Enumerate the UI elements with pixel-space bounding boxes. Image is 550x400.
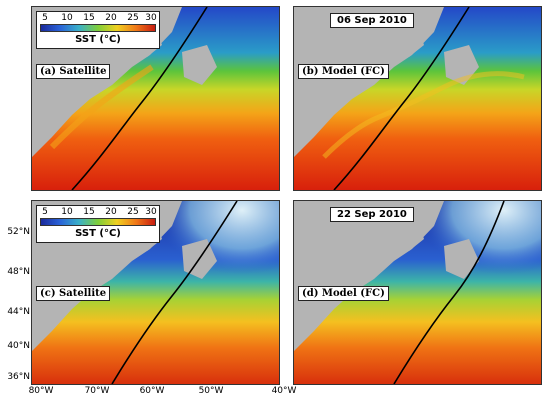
colorbar: 5 10 15 20 25 30 SST (°C) (36, 11, 160, 49)
track-line (333, 7, 470, 190)
lon-label: 40°W (271, 386, 297, 396)
tick: 10 (61, 13, 73, 23)
track-line (71, 7, 208, 190)
lat-label: 40°N (7, 341, 30, 351)
lat-label: 48°N (7, 267, 30, 277)
land-newfoundland (182, 45, 217, 85)
sst-map-b (294, 7, 541, 190)
tick: 20 (105, 207, 117, 217)
panel-label: (b) Model (FC) (298, 64, 389, 79)
tick: 10 (61, 207, 73, 217)
panel-b-model: 06 Sep 2010 (b) Model (FC) (293, 6, 542, 191)
colorbar-gradient (40, 218, 156, 226)
tick: 25 (127, 13, 139, 23)
panel-label: (a) Satellite (36, 64, 111, 79)
lat-label: 36°N (7, 372, 30, 382)
lon-label: 50°W (198, 386, 224, 396)
lon-label: 60°W (139, 386, 165, 396)
tick: 15 (83, 207, 95, 217)
panel-d-model: 22 Sep 2010 (d) Model (FC) (293, 200, 542, 385)
panel-c-satellite: 5 10 15 20 25 30 SST (°C) (c) Satellite (31, 200, 280, 385)
colorbar-label: SST (°C) (75, 34, 121, 45)
lon-label: 70°W (84, 386, 110, 396)
panel-label: (c) Satellite (36, 286, 111, 301)
tick: 5 (42, 207, 48, 217)
tick: 25 (127, 207, 139, 217)
lat-label: 44°N (7, 307, 30, 317)
land-nova-scotia (394, 223, 424, 251)
colorbar-label: SST (°C) (75, 228, 121, 239)
panel-label: (d) Model (FC) (298, 286, 389, 301)
date-label: 06 Sep 2010 (330, 13, 414, 28)
tick: 5 (42, 13, 48, 23)
tick: 30 (145, 207, 157, 217)
sst-map-d (294, 201, 541, 384)
lat-label: 52°N (7, 227, 30, 237)
colorbar-ticks: 5 10 15 20 25 30 (37, 207, 159, 217)
tick: 15 (83, 13, 95, 23)
lon-label: 80°W (28, 386, 54, 396)
track-line (393, 201, 505, 384)
land-nova-scotia (394, 29, 424, 57)
track-line (111, 201, 238, 384)
land-newfoundland (444, 239, 479, 279)
colorbar: 5 10 15 20 25 30 SST (°C) (36, 205, 160, 243)
colorbar-gradient (40, 24, 156, 32)
colorbar-ticks: 5 10 15 20 25 30 (37, 13, 159, 23)
date-label: 22 Sep 2010 (330, 207, 414, 222)
tick: 30 (145, 13, 157, 23)
panel-a-satellite: 5 10 15 20 25 30 SST (°C) (a) Satellite (31, 6, 280, 191)
tick: 20 (105, 13, 117, 23)
